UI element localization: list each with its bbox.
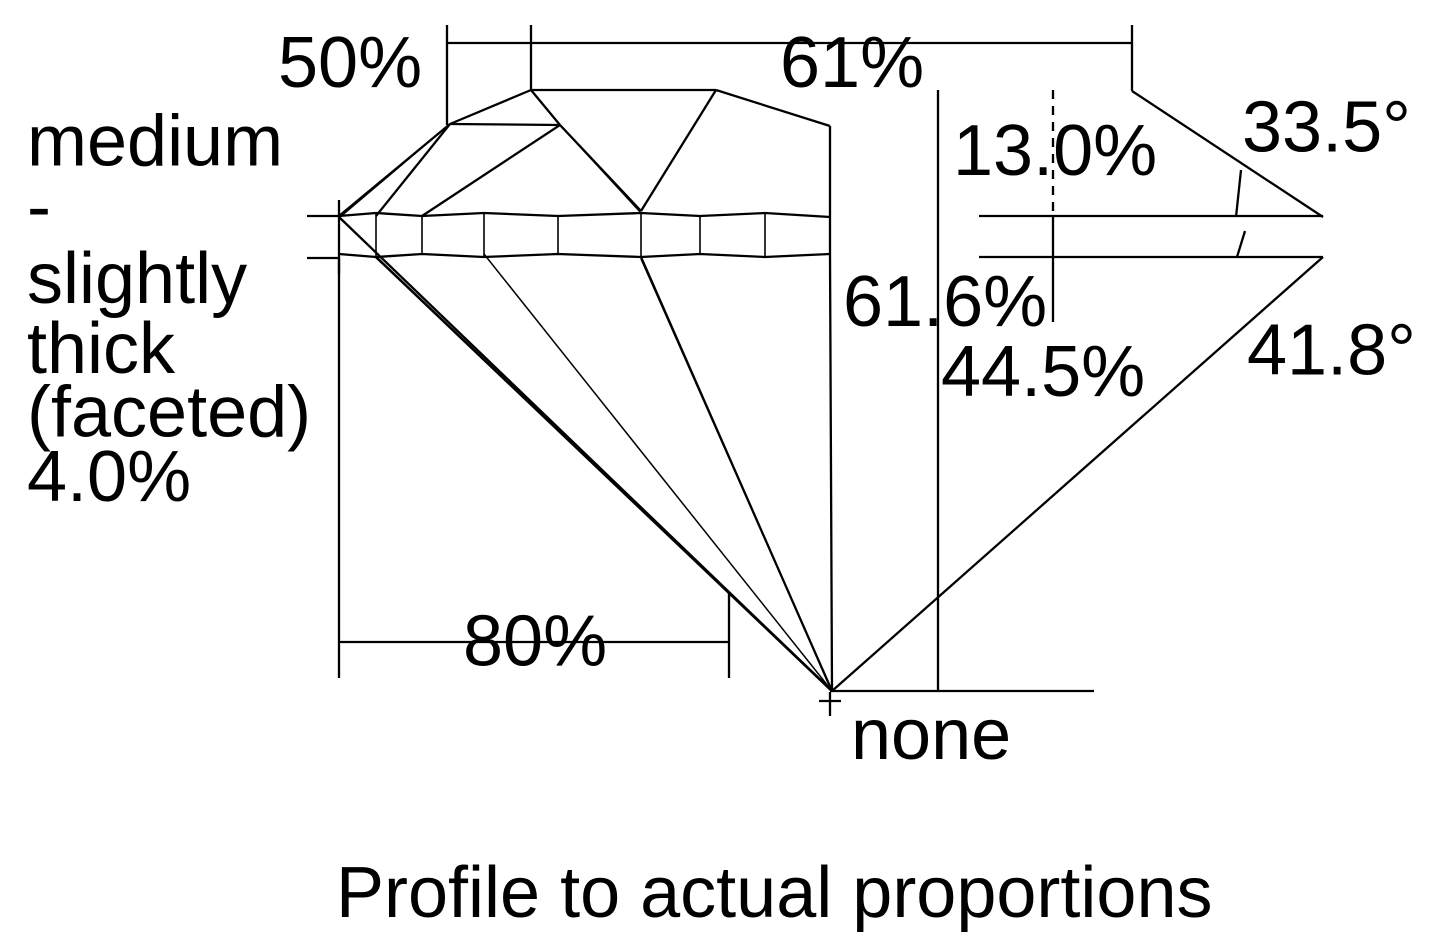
svg-text:13.0%: 13.0%	[953, 111, 1157, 191]
svg-text:33.5°: 33.5°	[1242, 87, 1411, 167]
svg-text:4.0%: 4.0%	[27, 437, 191, 517]
svg-text:slightly: slightly	[27, 239, 247, 319]
svg-text:61.6%: 61.6%	[843, 262, 1047, 342]
svg-text:61%: 61%	[780, 23, 924, 103]
svg-text:80%: 80%	[463, 602, 607, 682]
svg-text:-: -	[27, 167, 51, 247]
svg-text:medium: medium	[27, 102, 283, 182]
svg-text:Profile to actual proportions: Profile to actual proportions	[336, 853, 1212, 933]
svg-text:44.5%: 44.5%	[941, 332, 1145, 412]
svg-text:none: none	[851, 695, 1011, 775]
svg-text:41.8°: 41.8°	[1247, 311, 1416, 391]
svg-text:50%: 50%	[278, 23, 422, 103]
